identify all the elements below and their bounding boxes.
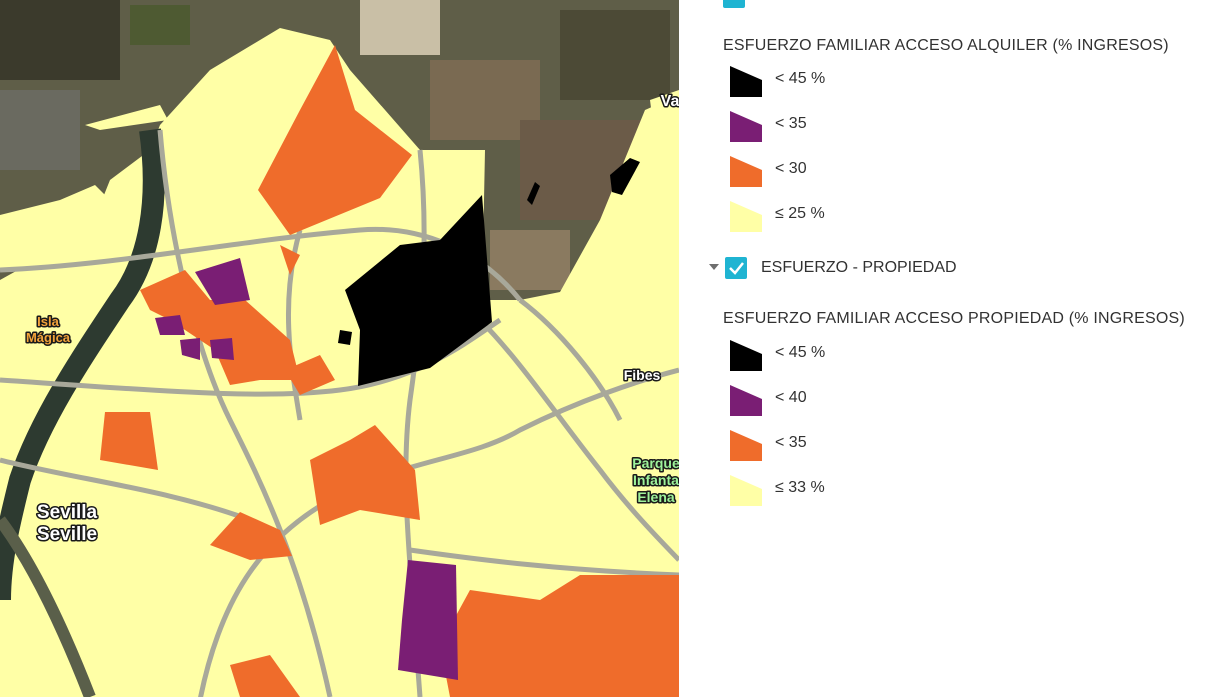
place-label: Fibes [624,367,661,383]
legend-label: < 45 % [775,70,826,87]
legend-label: ≤ 33 % [775,479,825,496]
place-label: Mágica [26,330,71,345]
legend-swatch [730,111,762,142]
swatch-shape [730,111,762,142]
legend-swatch [730,430,762,461]
purple-zones [155,258,458,680]
legend-swatch [730,201,762,232]
legend-swatch [730,340,762,371]
swatch-shape [730,430,762,461]
river-canal [0,516,96,697]
legend-title: ESFUERZO FAMILIAR ACCESO ALQUILER (% ING… [723,37,1169,54]
legend-label: < 40 [775,389,807,406]
swatch-shape [730,475,762,506]
black-zones [338,158,640,386]
place-label: Parque [632,455,679,471]
legend: ESFUERZO - PROPIEDAD ESFUERZO FAMILIAR A… [679,0,1219,697]
legend-title: ESFUERZO FAMILIAR ACCESO PROPIEDAD (% IN… [723,310,1185,327]
toggle-controls[interactable] [707,256,757,280]
place-label: Elena [637,489,675,505]
legend-swatch [730,66,762,97]
place-label: Infanta [633,472,679,488]
place-label: Va [661,93,679,110]
swatch-shape [730,385,762,416]
swatch-shape [730,156,762,187]
place-label: Sevilla [37,502,98,523]
legend-label: < 35 [775,115,807,132]
place-label: Isla [37,314,59,329]
legend-label: < 30 [775,160,807,177]
layer-name: ESFUERZO - PROPIEDAD [761,259,957,276]
place-label: Seville [37,524,97,545]
legend-swatch [730,156,762,187]
orange-zones [100,45,679,697]
legend-label: < 35 [775,434,807,451]
legend-swatch [730,385,762,416]
legend-label: ≤ 25 % [775,205,825,222]
swatch-shape [730,201,762,232]
swatch-shape [730,66,762,97]
legend-swatch [730,475,762,506]
legend-label: < 45 % [775,344,826,361]
swatch-shape [730,340,762,371]
layer-checkbox-partial[interactable] [723,0,753,10]
